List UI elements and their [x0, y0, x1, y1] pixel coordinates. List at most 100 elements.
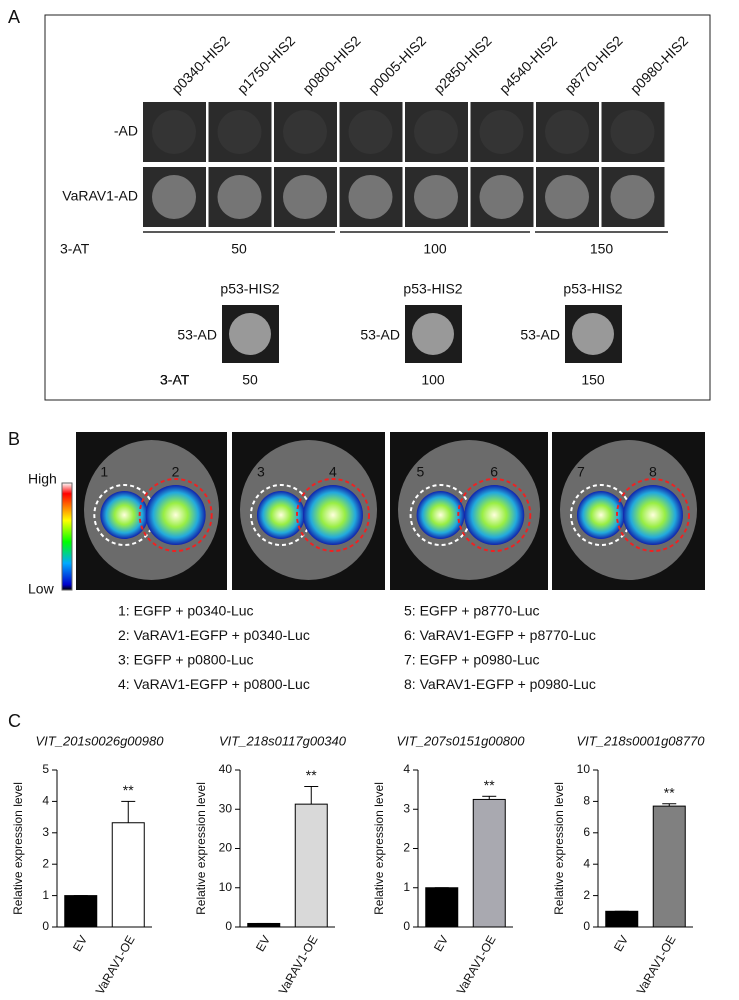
legend-entry: 4: VaRAV1-EGFP + p0800-Luc	[118, 676, 310, 692]
control-header: p53-HIS2	[220, 281, 279, 297]
color-scale	[61, 482, 73, 591]
panel-label: A	[8, 7, 20, 27]
x-tick-label: EV	[431, 933, 451, 954]
at-value: 100	[421, 372, 445, 388]
panel-label: B	[8, 429, 20, 449]
control-row-label: 53-AD	[360, 327, 400, 343]
signal	[576, 491, 625, 539]
spot-number: 3	[257, 464, 265, 480]
colony	[152, 175, 196, 219]
column-label: p2850-HIS2	[430, 32, 494, 96]
colony	[479, 110, 524, 154]
signal	[145, 485, 206, 545]
y-tick-label: 0	[42, 919, 49, 933]
x-tick-label: VaRAV1-OE	[634, 933, 679, 997]
colony	[479, 175, 524, 219]
column-label: p1750-HIS2	[234, 32, 298, 96]
y-tick-label: 3	[403, 801, 410, 815]
legend-entry: 2: VaRAV1-EGFP + p0340-Luc	[118, 627, 310, 643]
infiltration-ring	[138, 478, 213, 552]
column-label: p0005-HIS2	[365, 32, 429, 96]
y-axis-label: Relative expression level	[552, 782, 566, 915]
bar	[425, 887, 459, 928]
control-header: p53-HIS2	[563, 281, 622, 297]
y-tick-label: 20	[219, 841, 233, 855]
y-tick-label: 5	[42, 762, 49, 776]
panel-label: C	[8, 711, 21, 731]
y-axis-label: Relative expression level	[372, 782, 386, 915]
at-value: 150	[581, 372, 605, 388]
chart-title: VIT_207s0151g00800	[397, 733, 526, 748]
legend-entry: 7: EGFP + p0980-Luc	[404, 652, 540, 668]
spot-number: 2	[172, 464, 180, 480]
legend-entry: 8: VaRAV1-EGFP + p0980-Luc	[404, 676, 596, 692]
y-tick-label: 40	[219, 762, 233, 776]
control-row-label: 53-AD	[520, 327, 560, 343]
at-label: 3-AT	[160, 372, 190, 388]
control-row-label: 53-AD	[177, 327, 217, 343]
at-value: 100	[423, 241, 447, 257]
legend-entry: 1: EGFP + p0340-Luc	[118, 603, 254, 619]
significance: **	[664, 784, 675, 800]
x-tick-label: VaRAV1-OE	[276, 933, 321, 997]
y-tick-label: 0	[583, 919, 590, 933]
y-tick-label: 10	[577, 762, 591, 776]
y-tick-label: 0	[403, 919, 410, 933]
spot-number: 4	[329, 464, 337, 480]
bar	[605, 910, 639, 928]
spot-number: 6	[490, 464, 498, 480]
x-tick-label: VaRAV1-OE	[93, 933, 138, 997]
legend-entry: 6: VaRAV1-EGFP + p8770-Luc	[404, 627, 596, 643]
signal	[302, 485, 363, 545]
y-tick-label: 4	[42, 794, 49, 808]
column-label: p8770-HIS2	[561, 32, 625, 96]
bar	[472, 798, 506, 928]
chart-title: VIT_218s0001g08770	[577, 733, 706, 748]
colony	[348, 175, 393, 219]
significance: **	[484, 777, 495, 793]
y-tick-label: 4	[583, 856, 590, 870]
y-tick-label: 3	[42, 825, 49, 839]
spot-number: 7	[577, 464, 585, 480]
colony	[152, 110, 196, 154]
legend-entry: 3: EGFP + p0800-Luc	[118, 652, 254, 668]
y-tick-label: 2	[403, 841, 410, 855]
column-label: p0800-HIS2	[299, 32, 363, 96]
x-tick-label: EV	[70, 933, 90, 954]
colony	[572, 313, 614, 355]
y-tick-label: 1	[403, 880, 410, 894]
significance: **	[123, 782, 134, 798]
bar	[652, 805, 686, 928]
colony	[283, 175, 327, 219]
bar	[64, 895, 98, 928]
chart-title: VIT_218s0117g00340	[219, 733, 347, 748]
x-tick-label: VaRAV1-OE	[454, 933, 499, 997]
bar	[247, 922, 281, 928]
at-value: 50	[231, 241, 247, 257]
y-tick-label: 1	[42, 888, 49, 902]
y-tick-label: 2	[583, 888, 590, 902]
y-tick-label: 4	[403, 762, 410, 776]
at-label: 3-AT	[160, 372, 190, 388]
signal	[416, 491, 465, 539]
spot-number: 1	[100, 464, 108, 480]
colony	[229, 313, 271, 355]
y-axis-label: Relative expression level	[194, 782, 208, 915]
scale-low: Low	[28, 581, 55, 597]
colony	[414, 110, 458, 154]
colony	[412, 313, 454, 355]
signal	[100, 491, 149, 539]
colony	[217, 110, 262, 154]
column-label: p0980-HIS2	[627, 32, 691, 96]
x-tick-label: EV	[253, 933, 273, 954]
signal	[256, 491, 305, 539]
row-label: VaRAV1-AD	[62, 188, 138, 204]
colony	[610, 110, 655, 154]
at-value: 150	[590, 241, 614, 257]
legend-entry: 5: EGFP + p8770-Luc	[404, 603, 540, 619]
scale-high: High	[28, 471, 57, 487]
bar	[111, 822, 145, 928]
signal	[622, 485, 683, 545]
